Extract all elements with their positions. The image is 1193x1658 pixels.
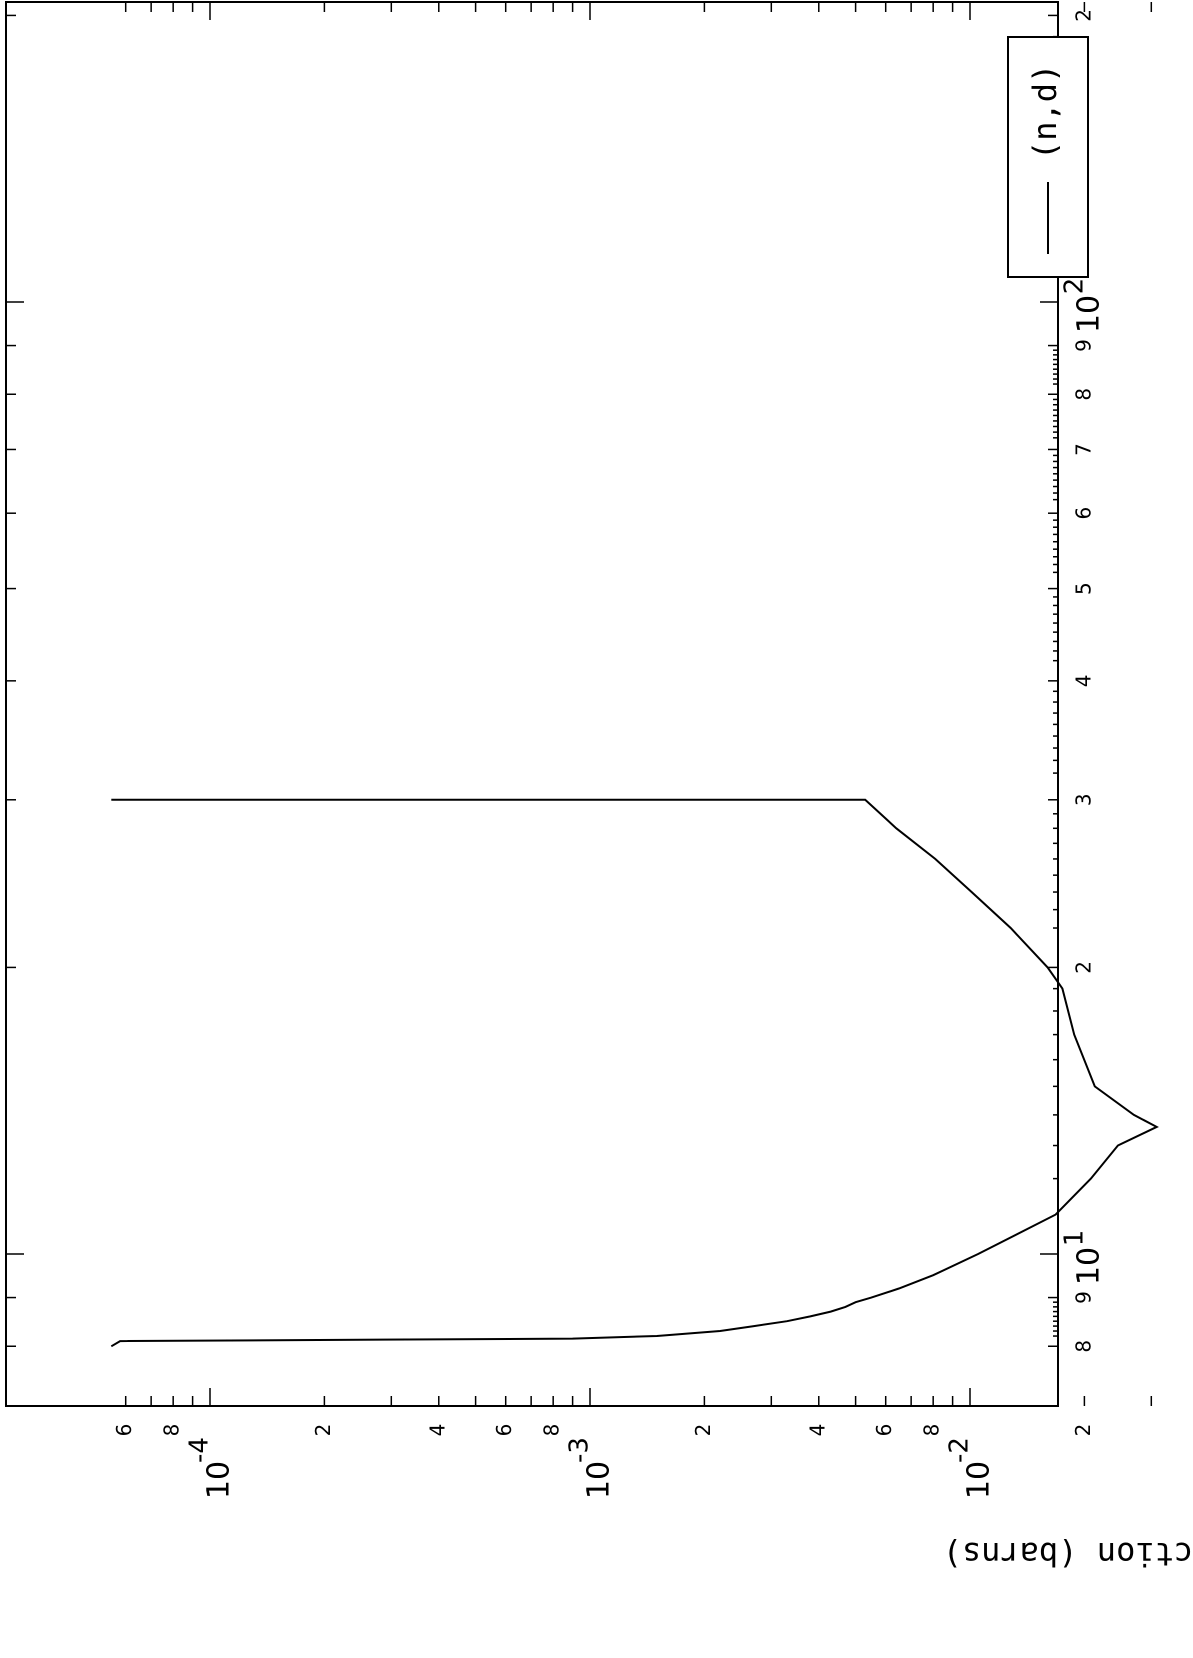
legend-label: (n,d) xyxy=(1026,64,1064,160)
y-major-tick-base: 10 xyxy=(582,1461,617,1499)
y-tick-label: 8 xyxy=(920,1424,944,1437)
axis-ticks xyxy=(6,2,1153,1406)
y-tick-label: 6 xyxy=(872,1424,896,1437)
y-tick-label: 6 xyxy=(492,1424,516,1437)
y-tick-label: 2 xyxy=(311,1424,335,1437)
y-tick-label: 2 xyxy=(1071,1424,1095,1437)
x-tick-label: 9 xyxy=(1072,339,1096,352)
y-tick-label: 2 xyxy=(691,1424,715,1437)
x-major-tick-exp: 2 xyxy=(1060,278,1090,295)
x-tick-label: 8 xyxy=(1072,1340,1096,1353)
x-tick-label: 7 xyxy=(1072,443,1096,456)
y-major-tick-base: 10 xyxy=(962,1461,997,1499)
x-tick-label: 2 xyxy=(1072,9,1096,22)
y-major-tick-exp: -4 xyxy=(185,1437,215,1463)
x-major-tick-base: 10 xyxy=(1072,1247,1107,1285)
x-tick-label: 9 xyxy=(1072,1291,1096,1304)
y-tick-label: 4 xyxy=(805,1424,829,1437)
plot-frame xyxy=(5,1,1059,1407)
legend: (n,d) xyxy=(1007,36,1089,278)
x-tick-label: 4 xyxy=(1072,674,1096,687)
x-tick-label: 8 xyxy=(1072,388,1096,401)
x-tick-label: 5 xyxy=(1072,582,1096,595)
y-tick-label: 4 xyxy=(425,1424,449,1437)
y-major-tick-base: 10 xyxy=(202,1461,237,1499)
y-tick-label: 8 xyxy=(160,1424,184,1437)
x-tick-label: 6 xyxy=(1072,507,1096,520)
x-tick-label: 3 xyxy=(1072,793,1096,806)
x-major-tick-exp: 1 xyxy=(1060,1230,1090,1247)
y-tick-label: 8 xyxy=(540,1424,564,1437)
y-major-tick-exp: -2 xyxy=(945,1437,975,1463)
y-axis-title: Cross Section (barns) xyxy=(943,1535,1193,1573)
x-major-tick-base: 10 xyxy=(1072,295,1107,333)
y-tick-label: 6 xyxy=(112,1424,136,1437)
series-line-n-d xyxy=(110,798,1159,1348)
x-tick-label: 2 xyxy=(1072,961,1096,974)
y-major-tick-exp: -3 xyxy=(565,1437,595,1463)
